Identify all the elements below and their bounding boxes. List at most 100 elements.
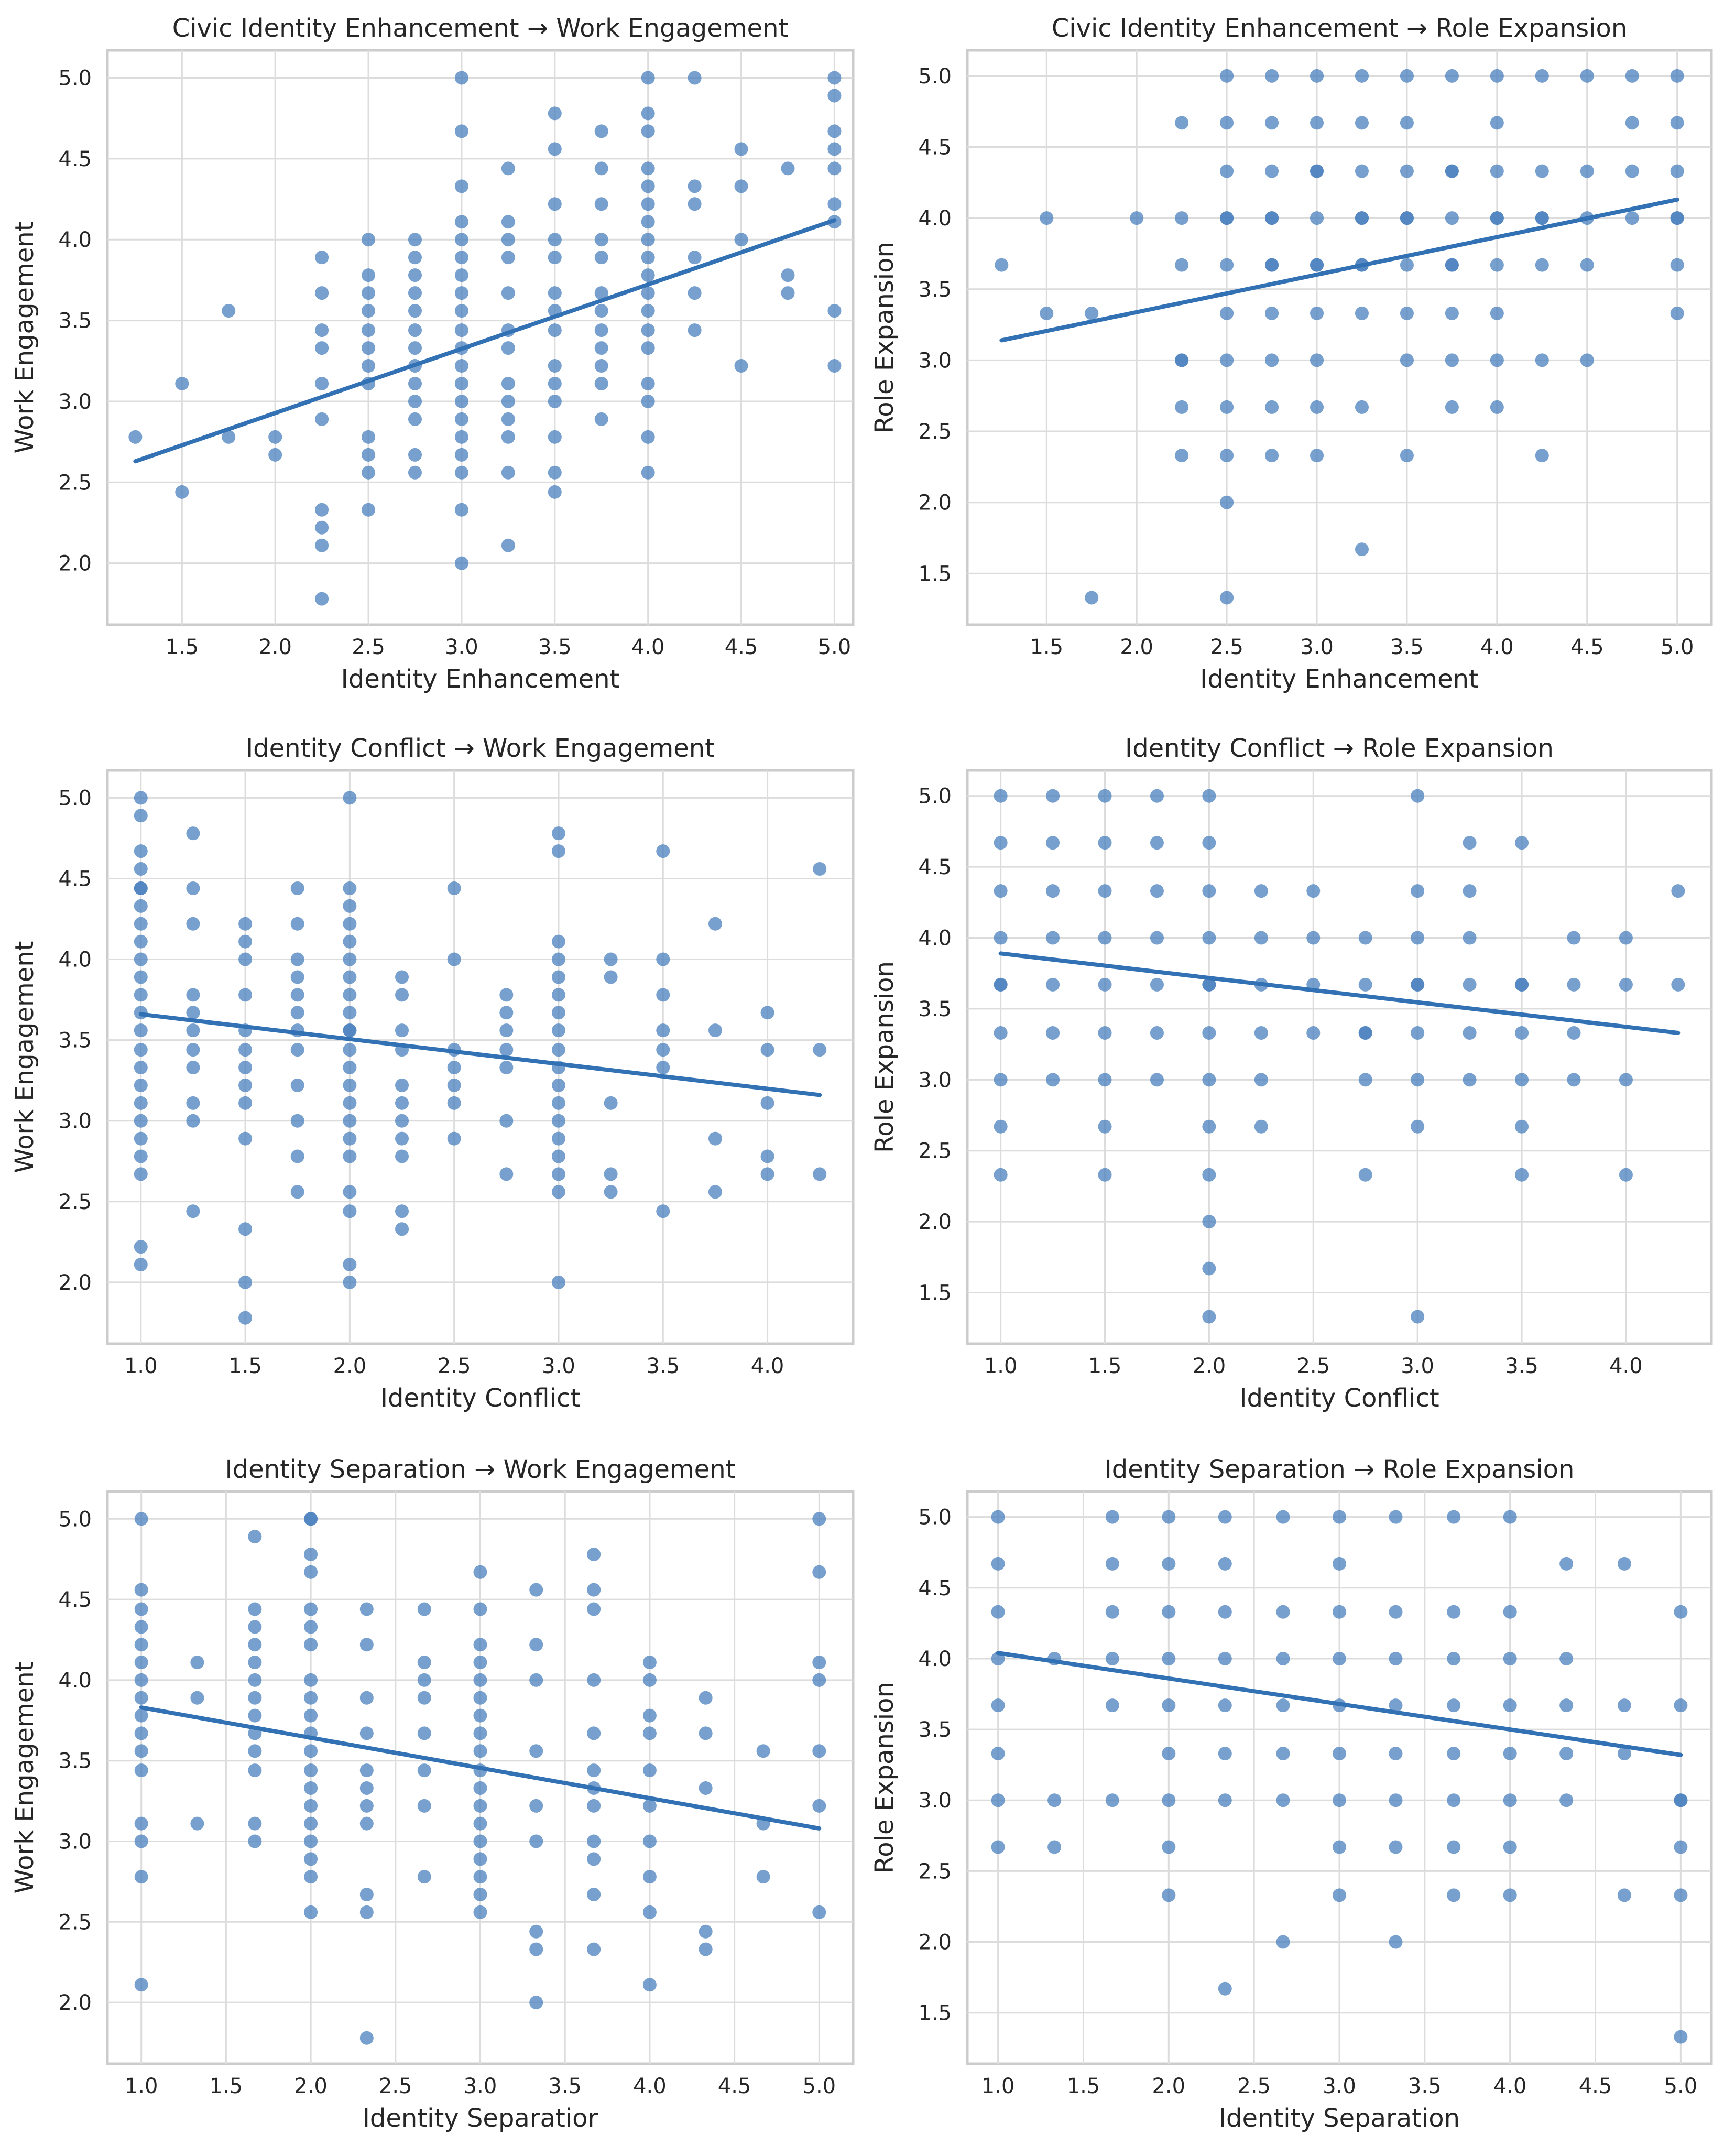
chart-6-y-tick-label: 4.5 — [918, 1576, 952, 1600]
chart-3-data-point — [551, 1185, 565, 1199]
chart-4-data-point — [1046, 836, 1060, 850]
chart-1-data-point — [362, 268, 376, 282]
chart-5-data-point — [134, 1834, 148, 1848]
chart-6-data-point — [1447, 1747, 1461, 1761]
chart-5-data-point — [248, 1691, 262, 1705]
chart-6-x-tick-label: 1.0 — [981, 2074, 1015, 2098]
chart-2-data-point — [1400, 353, 1414, 367]
chart-4-data-point — [1254, 931, 1268, 945]
chart-6-data-point — [1559, 1556, 1574, 1571]
chart-6-x-tick-label: 1.5 — [1067, 2074, 1100, 2098]
chart-3-data-point — [134, 791, 148, 805]
chart-3-data-point — [343, 1023, 357, 1038]
chart-1-data-point — [734, 179, 748, 193]
chart-4-title: Identity Conflict → Role Expansion — [1125, 734, 1554, 763]
chart-4-y-tick-label: 4.5 — [918, 855, 952, 879]
chart-1-data-point — [781, 161, 795, 176]
chart-2-data-point — [1400, 306, 1414, 320]
chart-5-data-point — [587, 1602, 601, 1616]
chart-1-data-point — [548, 394, 562, 408]
chart-3-data-point — [343, 952, 357, 966]
chart-5-data-point — [587, 1583, 601, 1597]
chart-1-data-point — [454, 124, 468, 138]
chart-6-title: Identity Separation → Role Expansion — [1105, 1455, 1575, 1484]
chart-4-data-point — [1619, 931, 1633, 945]
chart-5-y-axis-label: Work Engagement — [10, 1662, 39, 1894]
chart-5-data-point — [304, 1602, 318, 1616]
chart-4-data-point — [1202, 1168, 1216, 1182]
chart-4-data-point — [1150, 977, 1164, 992]
chart-5-data-point — [587, 1726, 601, 1740]
chart-3-data-point — [238, 1311, 253, 1325]
chart-3-data-point — [551, 1167, 565, 1181]
chart-1-data-point — [454, 323, 468, 337]
chart-4-data-point — [1098, 1119, 1112, 1134]
chart-6-data-point — [1276, 1793, 1290, 1807]
chart-1-data-point — [315, 538, 329, 552]
chart-4-x-axis-label: Identity Conflict — [1239, 1384, 1439, 1413]
chart-4-data-point — [1202, 1119, 1216, 1134]
chart-4-data-point — [1150, 1026, 1164, 1040]
chart-1-data-point — [454, 233, 468, 247]
chart-1-data-point — [641, 394, 655, 408]
chart-1-data-point — [501, 161, 515, 176]
chart-2-data-point — [1220, 164, 1234, 178]
chart-6-data-point — [1617, 1888, 1631, 1902]
chart-3-data-point — [760, 1043, 774, 1057]
chart-4-data-point — [1411, 1310, 1425, 1324]
chart-4-x-tick-label: 1.5 — [1088, 1354, 1122, 1378]
chart-6-data-point — [1447, 1840, 1461, 1854]
chart-5-data-point — [529, 1834, 543, 1848]
chart-5-y-tick-label: 3.0 — [58, 1830, 92, 1854]
chart-2-y-tick-label: 4.5 — [918, 135, 952, 159]
chart-3-data-point — [343, 1149, 357, 1163]
chart-5-x-tick-label: 1.0 — [125, 2074, 158, 2098]
chart-3-data-point — [238, 1275, 253, 1289]
chart-3-data-point — [604, 970, 618, 984]
chart-1-frame — [106, 49, 855, 626]
chart-5-y-tick-label: 5.0 — [58, 1507, 92, 1531]
chart-6-data-point — [1617, 1747, 1631, 1761]
chart-1-data-point — [408, 376, 422, 390]
chart-2-y-axis-label: Role Expansion — [870, 242, 899, 433]
chart-3-x-axis-label: Identity Conflict — [380, 1384, 580, 1413]
chart-3-data-point — [499, 1043, 514, 1057]
chart-3-data-point — [760, 1167, 774, 1181]
chart-5-data-point — [359, 1816, 374, 1831]
chart-2-x-tick-label: 5.0 — [1661, 635, 1694, 659]
chart-6-data-point — [1674, 1605, 1688, 1619]
chart-2-data-point — [1130, 211, 1144, 225]
chart-1-data-point — [548, 485, 562, 499]
chart-1-data-point — [454, 251, 468, 265]
chart-1-data-point — [315, 520, 329, 535]
chart-1-y-tick-label: 4.0 — [58, 228, 92, 252]
chart-4-x-tick-label: 2.5 — [1296, 1354, 1330, 1378]
chart-6-x-tick-label: 3.0 — [1323, 2074, 1356, 2098]
chart-2: 1.5 2.0 2.5 3.0 3.5 4.0 4.5 5.0 1.5 2.0 2.5 3.0 3.5 4… — [870, 14, 1713, 694]
chart-2-data-point — [1400, 449, 1414, 463]
chart-4-data-point — [994, 789, 1008, 803]
chart-1-data-point — [408, 341, 422, 355]
chart-1-data-point — [362, 503, 376, 517]
chart-5-data-point — [642, 1834, 657, 1848]
chart-6-data-point — [1218, 1510, 1232, 1524]
chart-6-data-point — [1276, 1747, 1290, 1761]
chart-6-data-point — [1447, 1605, 1461, 1619]
chart-4-y-tick-label: 1.5 — [918, 1281, 952, 1305]
chart-2-data-point — [1265, 69, 1279, 83]
chart-5-data-point — [699, 1781, 713, 1795]
chart-1-x-tick-label: 4.5 — [725, 635, 758, 659]
chart-2-data-point — [1310, 69, 1324, 83]
chart-1-data-point — [594, 233, 608, 247]
chart-5-data-point — [134, 1691, 148, 1705]
chart-4-data-point — [1254, 884, 1268, 898]
chart-2-data-point — [1445, 69, 1459, 83]
chart-2-data-point — [1220, 449, 1234, 463]
chart-6-data-point — [1503, 1698, 1517, 1713]
chart-1-data-point — [548, 197, 562, 211]
chart-4-data-point — [1463, 1026, 1477, 1040]
chart-5-y-tick-label: 4.5 — [58, 1588, 92, 1612]
chart-3-data-point — [395, 970, 409, 984]
chart-5-data-point — [642, 1905, 657, 1919]
chart-3-data-point — [343, 1078, 357, 1092]
